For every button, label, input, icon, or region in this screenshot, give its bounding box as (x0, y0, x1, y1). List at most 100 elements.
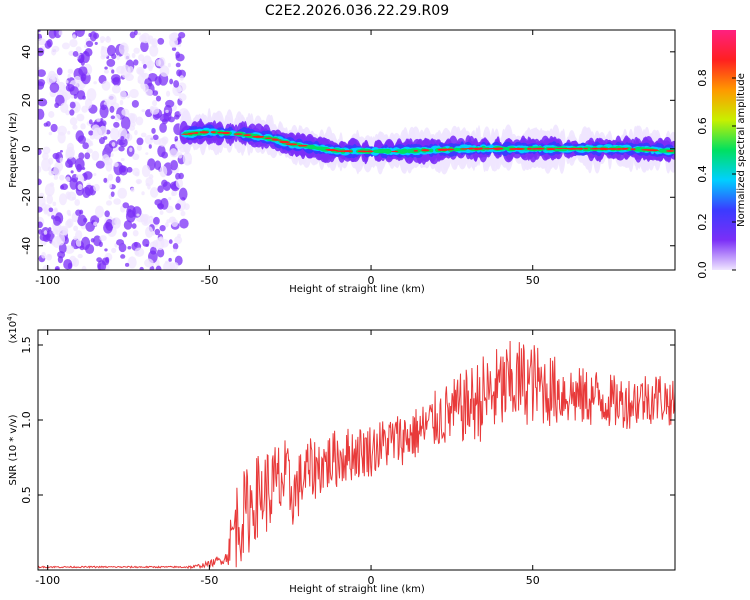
noise-blob (130, 187, 135, 193)
noise-blob (147, 72, 158, 82)
noise-blob (88, 119, 93, 125)
noise-blob (111, 142, 116, 147)
noise-blob (119, 99, 124, 106)
noise-blob (122, 231, 128, 238)
spectrogram-x-tick-label: -100 (35, 274, 60, 287)
ridge-blob (632, 147, 644, 152)
noise-blob (43, 230, 48, 236)
noise-blob (72, 34, 76, 39)
noise-blob (73, 235, 78, 241)
noise-blob (134, 130, 138, 136)
noise-blob (105, 200, 113, 206)
ridge-blob (357, 150, 364, 153)
spectrogram-y-ticks: -40 -20 0 20 40 (20, 45, 675, 255)
noise-blob (118, 242, 127, 253)
noise-blob (129, 88, 139, 99)
snr-y-scale-base: (x10 (8, 321, 19, 344)
ridge-blob (391, 150, 399, 153)
noise-blob (118, 146, 125, 152)
noise-blob (117, 187, 128, 199)
noise-blob (105, 256, 110, 263)
noise-blob (98, 241, 103, 248)
ridge-blob (314, 146, 326, 151)
noise-blob (99, 36, 106, 42)
noise-blob (69, 109, 75, 116)
noise-blob (53, 215, 62, 226)
noise-blob (38, 30, 41, 33)
noise-blob (141, 109, 146, 113)
noise-blob (80, 123, 86, 130)
noise-blob (85, 40, 94, 48)
snr-y-label: SNR (10 * v/v) (8, 414, 19, 485)
ridge-blob (616, 147, 622, 150)
noise-blob (169, 148, 178, 158)
noise-blob (56, 233, 66, 246)
noise-blob (168, 116, 175, 123)
noise-blob (157, 145, 166, 158)
noise-blob (172, 243, 179, 250)
ridge-blob (264, 137, 273, 140)
noise-blob (92, 127, 103, 140)
noise-blob (155, 95, 162, 102)
ridge-blob (583, 148, 589, 150)
spectrogram-y-tick-label: 0 (20, 145, 33, 152)
colorbar-tick-label: 0.6 (696, 117, 709, 135)
noise-blob (51, 48, 57, 56)
noise-blob (65, 176, 71, 182)
noise-blob (104, 248, 108, 252)
snr-x-tick-label: -50 (200, 574, 218, 587)
noise-blob (66, 209, 71, 216)
noise-blob (179, 75, 184, 81)
noise-blob (178, 93, 187, 102)
noise-blob (60, 102, 69, 113)
noise-blob (113, 162, 119, 168)
noise-blob (111, 77, 120, 85)
noise-blob (131, 99, 139, 108)
noise-blob (132, 167, 140, 176)
noise-blob (165, 99, 175, 108)
noise-blob (50, 123, 58, 133)
noise-blob (107, 173, 114, 181)
noise-blob (67, 130, 71, 135)
noise-blob (124, 73, 134, 81)
ridge-blob (508, 148, 517, 150)
colorbar-tick-label: 0.2 (696, 213, 709, 231)
noise-blob (107, 93, 117, 106)
noise-blob (86, 148, 93, 154)
noise-blob (67, 262, 73, 270)
noise-blob (65, 80, 69, 84)
ridge-blob (335, 150, 348, 153)
spectrogram-x-tick-label: 50 (526, 274, 540, 287)
ridge-blob (584, 146, 593, 151)
noise-blob (69, 38, 78, 48)
noise-blob (56, 67, 63, 76)
noise-blob (69, 117, 78, 126)
noise-blob (119, 137, 128, 148)
noise-blob (104, 66, 108, 70)
noise-blob (48, 110, 55, 118)
noise-blob (139, 266, 144, 270)
noise-blob (82, 142, 89, 150)
noise-blob (118, 42, 129, 56)
noise-blob (122, 202, 130, 209)
noise-blob (120, 116, 131, 131)
noise-blob (136, 180, 140, 185)
noise-blob (42, 234, 51, 242)
noise-blob (54, 102, 60, 109)
noise-blob (151, 127, 156, 134)
spectrogram-x-ticks: -100 -50 0 50 (35, 30, 540, 287)
noise-blob (119, 90, 127, 100)
noise-blob (77, 214, 87, 227)
spectrogram-frame (37, 29, 676, 271)
noise-blob (157, 185, 164, 193)
noise-blob (58, 225, 69, 236)
noise-blob (44, 183, 55, 197)
ridge-blob (372, 150, 385, 153)
noise-blob (120, 167, 127, 173)
noise-blob (67, 68, 74, 74)
noise-blob (110, 153, 114, 157)
ridge-blob (546, 147, 556, 151)
noise-blob (171, 219, 179, 227)
noise-blob (175, 86, 182, 93)
noise-blob (139, 34, 147, 43)
